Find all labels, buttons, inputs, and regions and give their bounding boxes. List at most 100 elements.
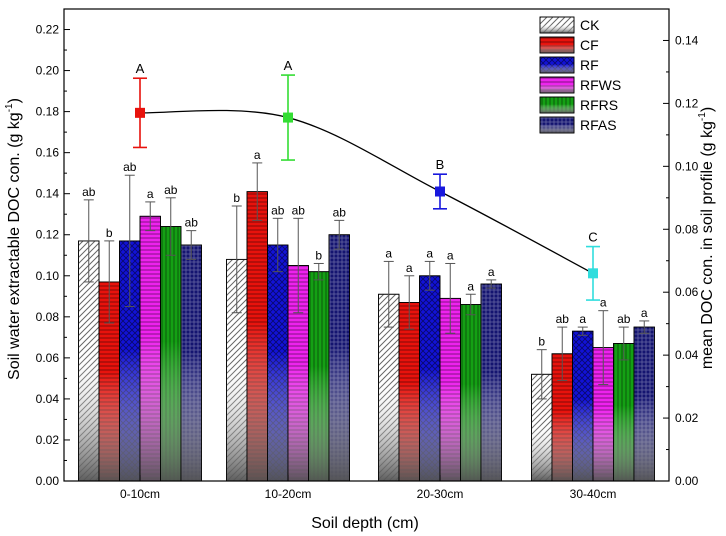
legend-swatch-rfrs: [539, 96, 575, 114]
y-left-tick-label: 0.20: [36, 64, 60, 78]
y-left-tick-label: 0.02: [36, 433, 60, 447]
bar-cf-30-40cm-letter: ab: [556, 312, 570, 326]
legend-swatch-rfws: [539, 76, 575, 94]
bar-rfws-20-30cm-letter: a: [447, 248, 454, 262]
x-tick-label-10-20cm: 10-20cm: [265, 487, 312, 501]
y-left-tick-label: 0.18: [36, 105, 60, 119]
bar-cf-10-20cm-shade: [247, 191, 268, 481]
bar-rfws-10-20cm-letter: ab: [292, 203, 306, 217]
legend-swatch-rf-outline: [539, 56, 575, 74]
profile-point-10-20cm-marker: [283, 112, 293, 123]
x-axis-label: Soil depth (cm): [311, 515, 419, 532]
bar-rfrs-20-30cm-shade: [460, 304, 481, 481]
bar-ck-0-10cm-shade: [78, 240, 99, 481]
profile-line-layer: A A B C: [133, 58, 600, 301]
bar-rf-30-40cm-letter: a: [579, 312, 586, 326]
bar-rfws-20-30cm: [439, 297, 461, 482]
legend-swatch-rfrs-shade: [540, 97, 574, 113]
legend-label-rfrs: RFRS: [580, 97, 618, 113]
bar-rfrs-0-10cm-shade: [160, 226, 181, 481]
bar-rfrs-0-10cm-letter: ab: [164, 183, 178, 197]
legend-label-rfas: RFAS: [580, 117, 617, 133]
y-left-tick-label: 0.00: [36, 474, 60, 488]
bar-rfrs-10-20cm-letter: b: [315, 248, 322, 262]
bar-rfas-10-20cm-letter: ab: [333, 205, 347, 219]
y-axis-left-label: Soil water extractable DOC con. (g kg-1): [4, 98, 23, 380]
profile-point-20-30cm-letter: B: [436, 157, 445, 172]
bar-ck-20-30cm-shade: [378, 294, 399, 481]
legend-swatch-rfas: [539, 116, 575, 134]
legend-label-cf: CF: [580, 37, 599, 53]
bar-rf-20-30cm: [419, 275, 441, 482]
x-tick-label-0-10cm: 0-10cm: [120, 487, 160, 501]
bar-cf-30-40cm: [551, 353, 573, 482]
bar-rfrs-20-30cm-letter: a: [467, 279, 474, 293]
bar-ck-10-20cm-letter: b: [233, 191, 240, 205]
bar-rfas-30-40cm: [633, 326, 655, 482]
legend-label-rfws: RFWS: [580, 77, 621, 93]
bar-rfrs-0-10cm: [160, 226, 182, 482]
bar-rfas-30-40cm-letter: a: [641, 306, 648, 320]
legend-swatch-cf-shade: [540, 37, 574, 53]
bar-rfas-30-40cm-shade: [634, 327, 655, 481]
profile-point-0-10cm-marker: [135, 107, 145, 118]
legend-swatch-cf: [539, 36, 575, 54]
y-right-tick-label: 0.00: [675, 474, 699, 488]
x-tick-label-20-30cm: 20-30cm: [417, 487, 464, 501]
y-left-tick-label: 0.16: [36, 146, 60, 160]
bar-rfws-0-10cm: [139, 215, 161, 482]
legend-swatch-rfws-outline: [539, 76, 575, 94]
legend: CK CF RF RFWS RFRS RFAS: [539, 16, 621, 134]
y-right-tick-label: 0.12: [675, 96, 699, 110]
y-right-tick-label: 0.04: [675, 348, 699, 362]
bar-rf-10-20cm-shade: [267, 245, 288, 481]
legend-swatch-rfas-outline: [539, 116, 575, 134]
bar-rfws-10-20cm-shade: [288, 265, 309, 481]
profile-point-0-10cm-letter: A: [136, 61, 145, 76]
profile-point-10-20cm-letter: A: [284, 58, 293, 73]
y-axis-right-label: mean DOC con. in soil profile (g kg-1): [697, 107, 716, 369]
bar-rf-0-10cm-letter: ab: [123, 160, 137, 174]
bar-rfrs-10-20cm: [308, 271, 330, 482]
bar-ck-20-30cm-letter: a: [385, 246, 392, 260]
y-left-tick-label: 0.12: [36, 228, 60, 242]
bar-rfrs-20-30cm: [460, 304, 482, 482]
bar-rfws-20-30cm-shade: [440, 298, 461, 481]
bar-rfas-20-30cm-shade: [481, 283, 502, 481]
bar-rfws-0-10cm-shade: [140, 216, 161, 481]
legend-swatch-rfws-shade: [540, 77, 574, 93]
profile-point-20-30cm-marker: [435, 186, 445, 197]
bar-ck-10-20cm-shade: [226, 259, 247, 481]
x-tick-label-30-40cm: 30-40cm: [570, 487, 617, 501]
bar-rfas-10-20cm: [328, 234, 350, 482]
y-left-tick-label: 0.14: [36, 187, 60, 201]
bar-rfws-0-10cm-letter: a: [147, 187, 154, 201]
y-right-tick-label: 0.08: [675, 222, 699, 236]
bar-rfas-0-10cm: [180, 244, 202, 482]
bar-rf-10-20cm-letter: ab: [271, 203, 285, 217]
bar-rf-30-40cm: [572, 330, 594, 482]
y-right-tick-label: 0.02: [675, 411, 699, 425]
bar-rfas-0-10cm-shade: [181, 245, 202, 481]
legend-label-rf: RF: [580, 57, 599, 73]
bar-ck-30-40cm-shade: [531, 374, 552, 481]
y-left-tick-label: 0.06: [36, 351, 60, 365]
bar-rf-0-10cm: [119, 240, 141, 482]
bar-cf-10-20cm-letter: a: [254, 148, 261, 162]
profile-point-30-40cm-letter: C: [588, 230, 597, 245]
bar-rfrs-30-40cm-shade: [613, 343, 634, 481]
bar-rfrs-10-20cm-shade: [308, 271, 329, 481]
bar-ck-30-40cm-letter: b: [538, 335, 545, 349]
bar-cf-10-20cm: [246, 191, 268, 482]
bar-cf-30-40cm-shade: [552, 353, 573, 481]
bar-rf-30-40cm-shade: [572, 331, 593, 481]
plot-frame: [63, 8, 670, 482]
bar-cf-0-10cm: [98, 281, 120, 482]
bar-cf-0-10cm-shade: [99, 281, 120, 481]
y-left-tick-label: 0.04: [36, 392, 60, 406]
bar-rfws-30-40cm-letter: a: [600, 296, 607, 310]
bar-rfrs-30-40cm: [613, 343, 635, 482]
legend-swatch-rf-shade: [540, 57, 574, 73]
